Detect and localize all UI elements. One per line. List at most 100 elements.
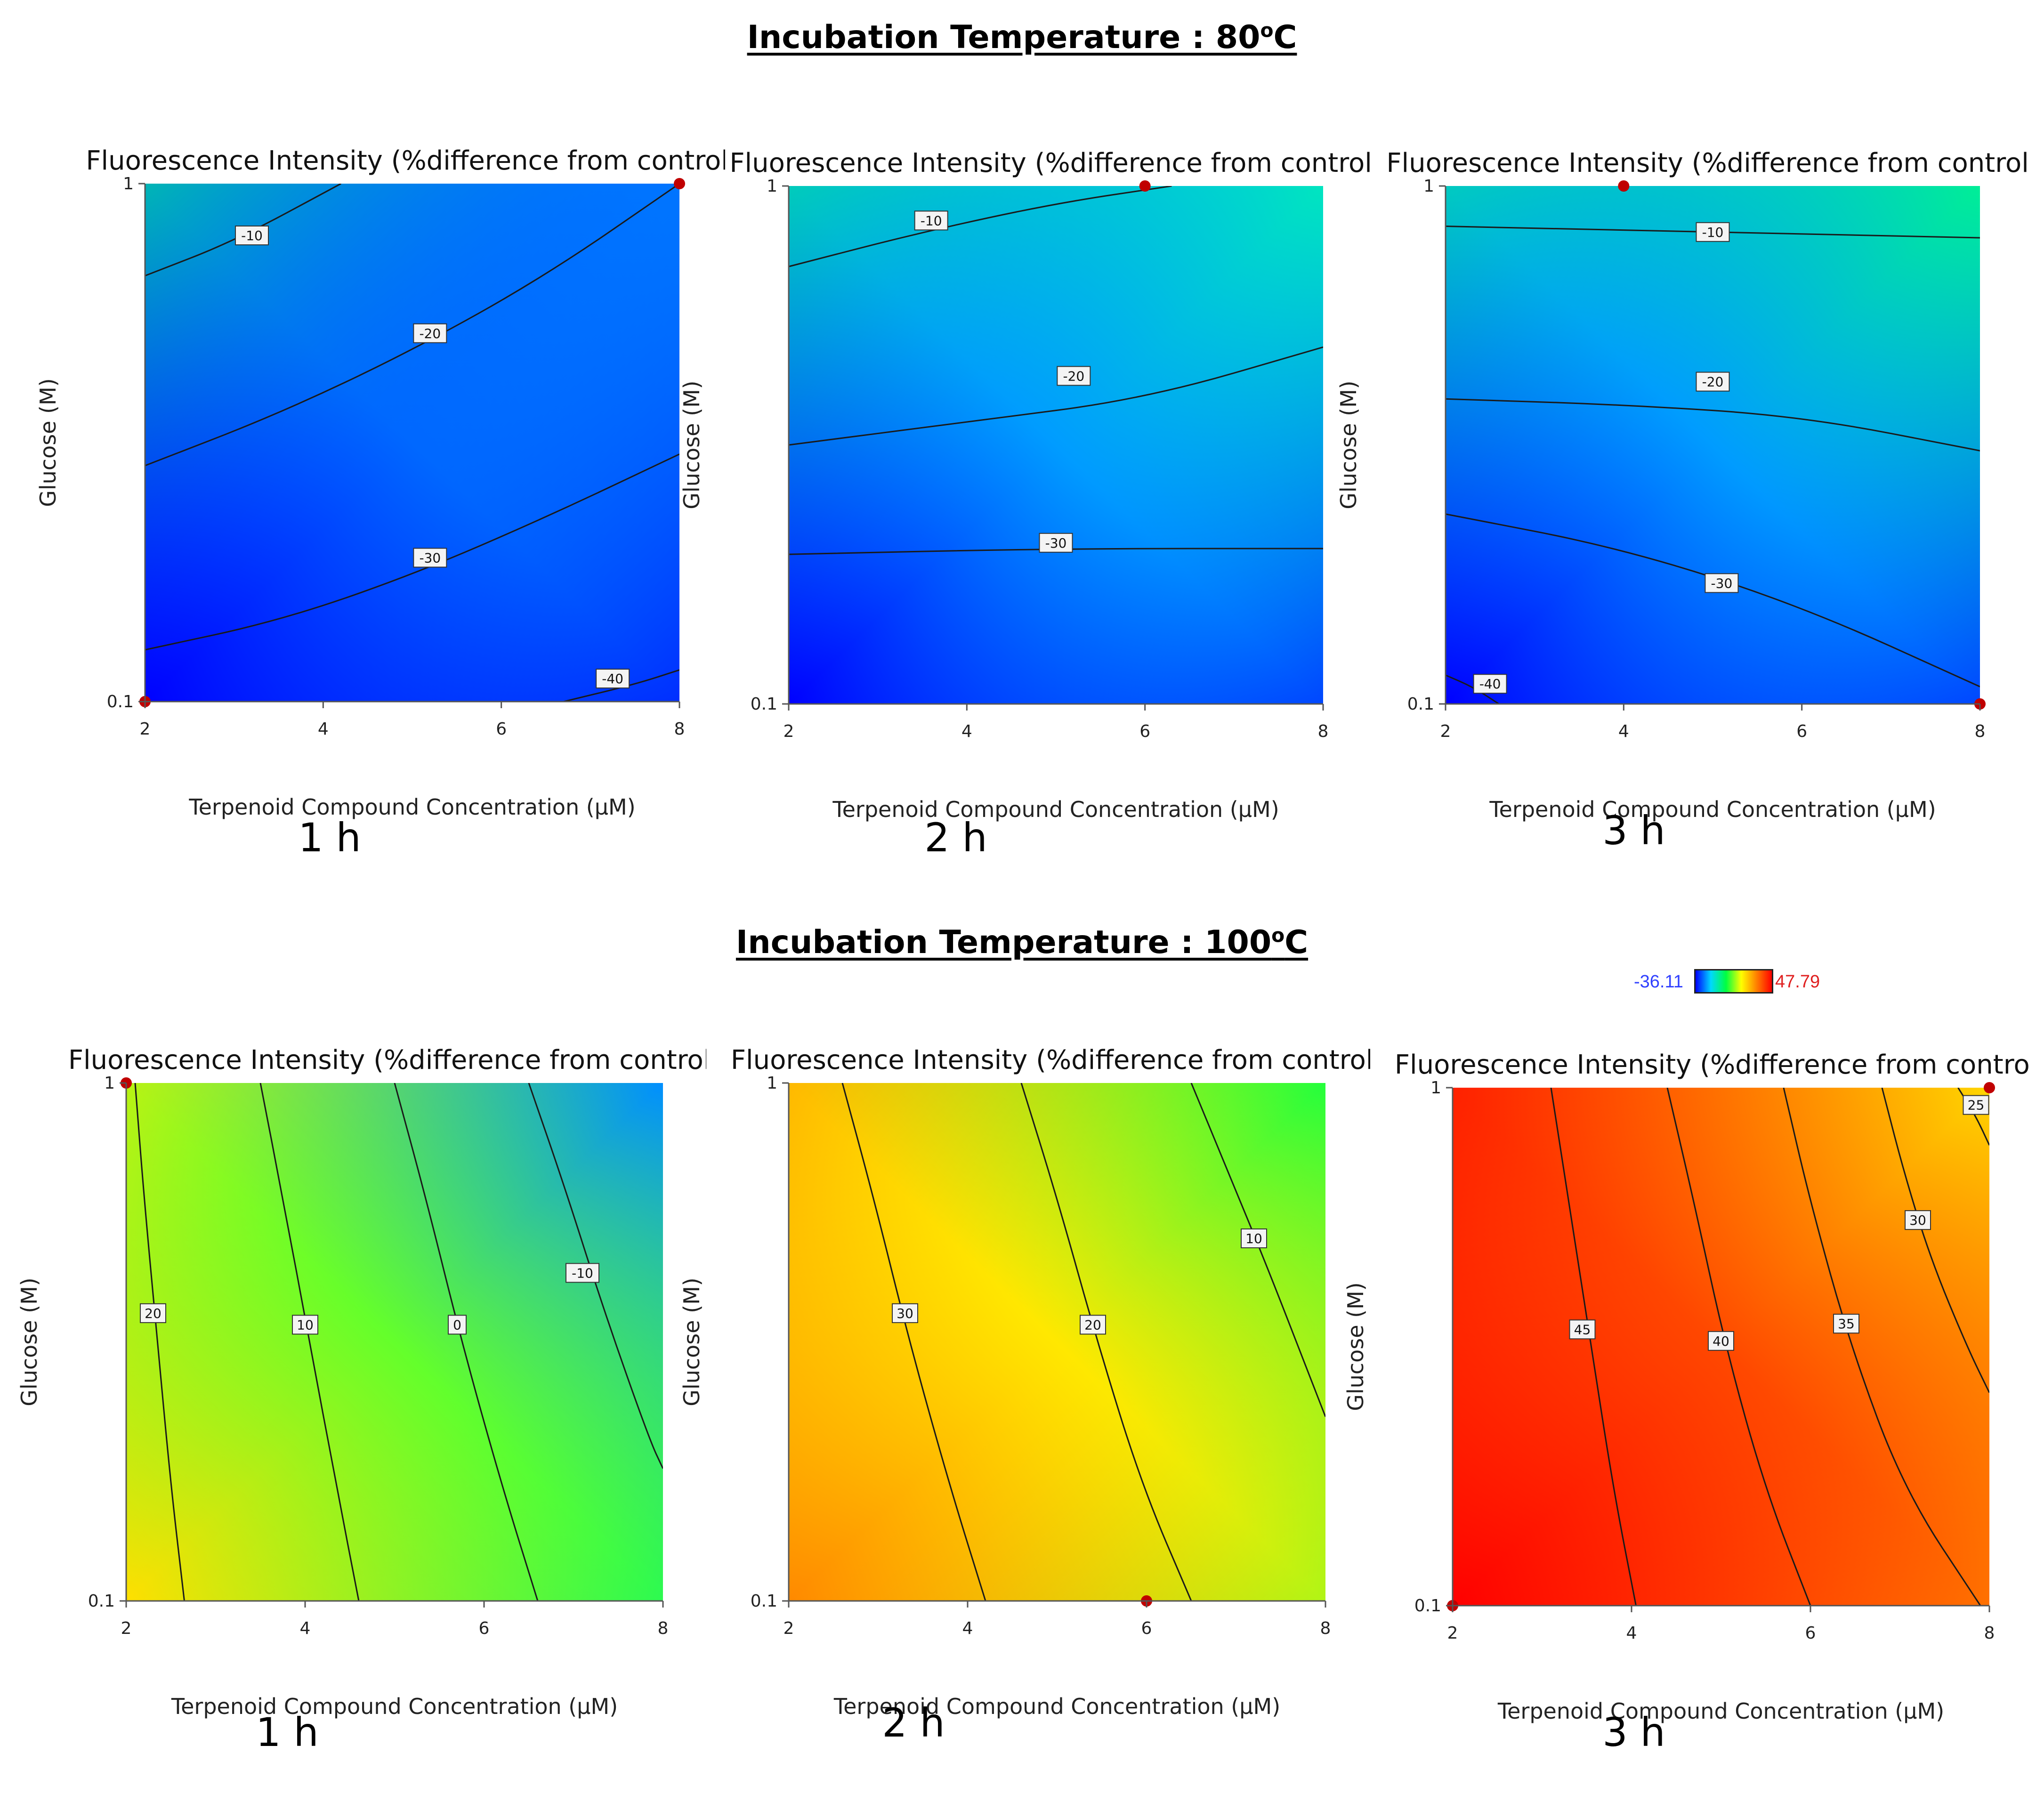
- x-tick-label: 2: [121, 1619, 132, 1638]
- y-axis: 0.11: [1407, 177, 1446, 714]
- time-label: 2 h: [924, 815, 987, 861]
- x-axis-label: Terpenoid Compound Concentration (µM): [1489, 797, 1936, 822]
- x-tick-label: 2: [784, 1619, 794, 1638]
- contour-label-box: [235, 226, 269, 245]
- y-tick-label: 1: [767, 1074, 777, 1093]
- contour-label: -20: [1702, 374, 1724, 390]
- x-tick-label: 8: [1320, 1619, 1331, 1638]
- legend-max-label: 47.79: [1775, 972, 1820, 992]
- x-tick-label: 6: [479, 1619, 490, 1638]
- y-axis: 0.11: [751, 1074, 790, 1611]
- x-tick-label: 4: [318, 719, 329, 739]
- contour-label-box: [1696, 372, 1730, 392]
- contour-label: -30: [419, 550, 441, 566]
- x-tick-label: 8: [1975, 722, 1986, 741]
- contour-label-box: [892, 1303, 918, 1323]
- x-axis: 2 4 6 8: [784, 703, 1329, 741]
- x-tick-label: 6: [1141, 1619, 1152, 1638]
- x-tick-label: 6: [1805, 1624, 1816, 1643]
- x-tick-label: 8: [658, 1619, 669, 1638]
- contour-line: [259, 1083, 360, 1601]
- chart-title: Fluorescence Intensity (%difference from…: [86, 145, 725, 176]
- contour-lines: [134, 1083, 663, 1601]
- y-tick-label: 1: [767, 177, 777, 196]
- x-tick-label: 4: [962, 1619, 973, 1638]
- y-tick-label: 1: [1423, 177, 1434, 196]
- plot-area-shading: [789, 1083, 1325, 1601]
- contour-label-box: [566, 1263, 599, 1283]
- x-tick-label: 6: [1139, 722, 1150, 741]
- contour-label-box: [1241, 1228, 1267, 1248]
- y-tick-label: 0.1: [1407, 695, 1434, 714]
- contour-line: [1446, 398, 1980, 452]
- x-tick-label: 2: [784, 722, 794, 741]
- contour-label: 0: [453, 1317, 461, 1333]
- x-axis-label: Terpenoid Compound Concentration (µM): [833, 1694, 1280, 1719]
- contour-label-box: [1833, 1314, 1859, 1334]
- chart-title: Fluorescence Intensity (%difference from…: [68, 1045, 706, 1075]
- x-tick-label: 4: [300, 1619, 311, 1638]
- contour-label-box: [1696, 222, 1730, 242]
- plot-area-shading: [789, 186, 1323, 704]
- contour-line: [563, 669, 679, 702]
- contour-label-box: [1080, 1315, 1106, 1335]
- contour-chart-100C-1h: Fluorescence Intensity (%difference from…: [16, 1045, 706, 1719]
- x-axis-label: Terpenoid Compound Concentration (µM): [832, 797, 1279, 822]
- contour-label: -40: [1479, 676, 1501, 692]
- y-axis: 0.11: [88, 1074, 127, 1611]
- contour-chart-100C-3h: Fluorescence Intensity (%difference from…: [1343, 1050, 2032, 1724]
- contour-lines: [145, 184, 679, 702]
- y-tick-label: 0.1: [751, 695, 777, 714]
- x-tick-label: 2: [1447, 1624, 1458, 1643]
- contour-label: 30: [897, 1306, 913, 1321]
- contour-label-box: [1057, 366, 1091, 386]
- contour-label: 10: [297, 1317, 314, 1333]
- contour-line: [528, 1083, 663, 1469]
- section-title-100c: Incubation Temperature : 100oC: [735, 924, 1309, 961]
- time-label: 1 h: [256, 1709, 319, 1755]
- design-point: [1139, 180, 1151, 192]
- contour-line: [789, 186, 1172, 267]
- legend-min-label: -36.11: [1634, 972, 1683, 992]
- contour-label: 20: [145, 1306, 162, 1321]
- y-axis-label: Glucose (M): [16, 1277, 42, 1406]
- x-axis: 2 4 6 8: [1447, 1605, 1995, 1643]
- contour-label-box: [1473, 674, 1507, 694]
- y-axis-label: Glucose (M): [1336, 380, 1361, 509]
- contour-line: [1783, 1088, 1981, 1606]
- plot-area-shading: [1446, 186, 1980, 704]
- y-axis-label: Glucose (M): [1343, 1282, 1368, 1411]
- contour-label: -30: [1711, 575, 1733, 591]
- x-tick-label: 2: [1440, 722, 1451, 741]
- plot-area-shading: [145, 184, 679, 702]
- contour-label: -10: [1702, 225, 1724, 240]
- x-tick-label: 8: [1984, 1624, 1995, 1643]
- contour-label: 20: [1084, 1317, 1101, 1333]
- contour-line: [1881, 1088, 1989, 1393]
- contour-label: -20: [1063, 368, 1084, 384]
- section-title-80c: Incubation Temperature : 80oC: [747, 19, 1297, 56]
- chart-title: Fluorescence Intensity (%difference from…: [729, 148, 1370, 178]
- contour-label: 45: [1574, 1322, 1591, 1337]
- contour-label: 30: [1909, 1212, 1926, 1228]
- y-tick-label: 0.1: [107, 692, 134, 711]
- contour-line: [394, 1083, 539, 1601]
- contour-label-box: [596, 669, 630, 689]
- time-label: 2 h: [882, 1700, 945, 1746]
- x-tick-label: 8: [1318, 722, 1329, 741]
- design-point: [674, 178, 685, 189]
- contour-label-box: [1569, 1319, 1596, 1340]
- contour-label: -10: [572, 1265, 593, 1281]
- contour-label: 25: [1968, 1098, 1985, 1113]
- chart-title: Fluorescence Intensity (%difference from…: [731, 1045, 1370, 1075]
- contour-line: [145, 184, 679, 467]
- contour-chart-80C-2h: Fluorescence Intensity (%difference from…: [679, 148, 1370, 822]
- y-axis: 0.11: [751, 177, 790, 714]
- contour-label: -30: [1045, 535, 1067, 551]
- contour-line: [789, 346, 1323, 446]
- contour-label: -10: [241, 228, 263, 243]
- contour-label-box: [1039, 533, 1073, 553]
- contour-label-box: [1708, 1331, 1734, 1351]
- contour-label-box: [448, 1315, 467, 1335]
- y-axis-label: Glucose (M): [35, 378, 61, 507]
